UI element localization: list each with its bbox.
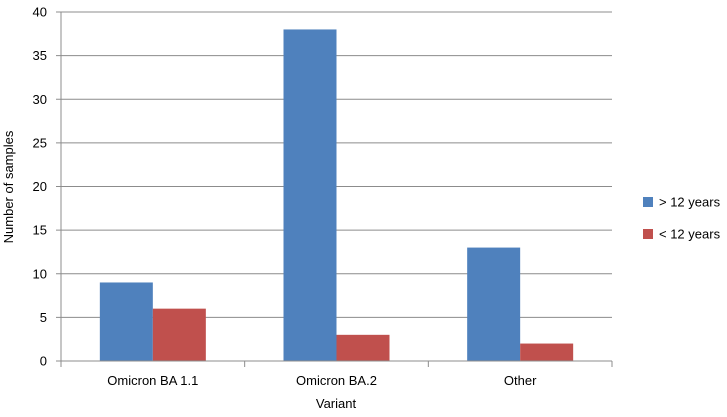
bars: [99, 29, 574, 361]
bar-over-12: [283, 29, 337, 361]
y-tick-label: 5: [40, 310, 47, 325]
y-tick-label: 15: [33, 223, 47, 238]
y-tick-label: 40: [33, 5, 47, 20]
bar-under-12: [336, 334, 390, 361]
legend-label: > 12 years: [659, 195, 721, 210]
legend-item: < 12 years: [643, 227, 721, 242]
legend-label: < 12 years: [659, 227, 721, 242]
y-tick-label: 20: [33, 179, 47, 194]
axes: [56, 11, 613, 367]
x-tick-label: Omicron BA 1.1: [107, 373, 198, 388]
bar-over-12: [99, 282, 153, 361]
legend-swatch: [643, 197, 653, 207]
legend-item: > 12 years: [643, 195, 721, 210]
y-tick-label: 0: [40, 354, 47, 369]
y-tick-label: 10: [33, 266, 47, 281]
legend: > 12 years < 12 years: [643, 195, 721, 242]
x-tick-label: Omicron BA.2: [296, 373, 377, 388]
legend-swatch: [643, 229, 653, 239]
y-tick-label: 35: [33, 48, 47, 63]
y-tick-label: 30: [33, 92, 47, 107]
tick-labels: 0 5 10 15 20 25 30 35 40 Omicron BA 1.1 Omicron BA…: [33, 5, 538, 389]
x-tick-label: Other: [504, 373, 537, 388]
bar-under-12: [520, 343, 574, 361]
x-axis-label: Variant: [316, 396, 357, 411]
bar-under-12: [152, 308, 206, 361]
bar-over-12: [467, 247, 521, 361]
y-axis-label: Number of samples: [1, 130, 16, 243]
y-tick-label: 25: [33, 135, 47, 150]
